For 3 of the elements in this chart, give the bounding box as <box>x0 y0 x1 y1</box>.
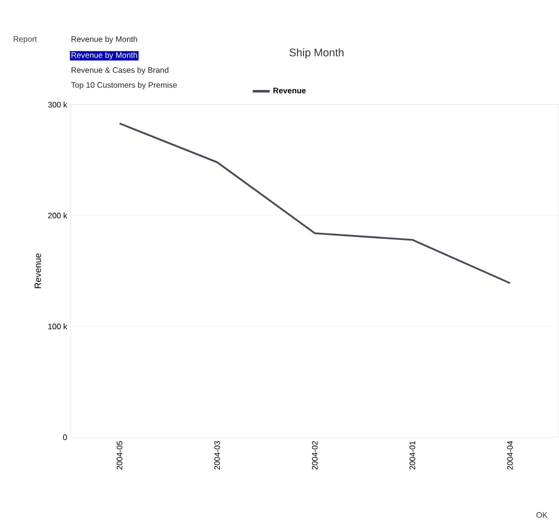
chart-title: Ship Month <box>289 48 344 59</box>
line-series <box>118 122 511 284</box>
y-axis-title: Revenue <box>34 253 41 288</box>
